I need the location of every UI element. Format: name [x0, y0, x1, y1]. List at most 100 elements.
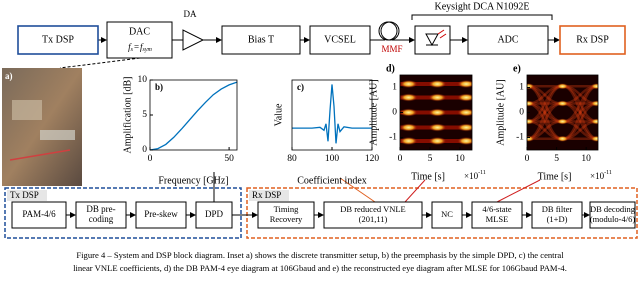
- eye-spot: [457, 80, 472, 88]
- block-label: Recovery: [270, 214, 303, 224]
- eye-spot: [590, 100, 598, 107]
- top-connectors: [59, 14, 560, 69]
- x-tick-label: 0: [525, 154, 530, 164]
- block-label: Bias T: [248, 34, 274, 45]
- fiber-label: MMF: [381, 44, 402, 54]
- eye-spot: [556, 100, 569, 107]
- connector: [496, 179, 541, 203]
- data-line: [149, 81, 238, 151]
- eye-spot: [428, 108, 447, 117]
- block: [467, 25, 549, 55]
- x-tick-label: 5: [428, 154, 433, 164]
- formula-part: f: [140, 42, 144, 52]
- block: [221, 25, 301, 55]
- block: [309, 25, 371, 55]
- block-label: DB pre-: [86, 204, 115, 214]
- block: [431, 201, 463, 229]
- block-label: NC: [441, 209, 453, 219]
- eye-pattern: [527, 75, 598, 150]
- eye-spot: [428, 123, 447, 132]
- block-label: (modulo-4/6): [590, 214, 635, 224]
- block-label: DPD: [205, 209, 224, 219]
- eye-spot: [556, 118, 569, 125]
- x-tick-label: 100: [325, 154, 340, 164]
- y-tick-label: 10: [138, 75, 148, 85]
- x-tick-label: 10: [581, 154, 591, 164]
- block-label: DAC: [129, 26, 150, 37]
- eye-spot: [556, 83, 569, 90]
- block: [106, 21, 173, 59]
- receiver-label: Keysight DCA N1092E: [435, 1, 530, 12]
- block-label: DB filter: [542, 204, 573, 214]
- x-axis-label: Time [s]: [538, 171, 572, 182]
- y-tick-label: 5: [142, 110, 147, 120]
- panel-label: a): [5, 71, 13, 81]
- block: [257, 201, 315, 229]
- y-axis-label: Amplitude [AU]: [495, 79, 506, 145]
- block-label: Timing: [274, 204, 299, 214]
- eye-spot: [400, 108, 418, 117]
- setup-photo: [2, 68, 82, 186]
- block: [135, 201, 187, 229]
- block: [17, 25, 99, 55]
- axis-multiplier: ×10-11: [464, 170, 486, 181]
- y-tick-label: 1: [519, 83, 524, 93]
- group-title: Tx DSP: [10, 190, 39, 200]
- formula-part: f: [128, 42, 132, 52]
- eye-spot: [428, 137, 447, 145]
- connector: [404, 179, 426, 203]
- y-tick-label: -1: [516, 133, 524, 143]
- eye-spot: [400, 137, 418, 145]
- multiplier-exponent: -11: [604, 170, 612, 176]
- caption-line: linear VNLE coefficients, d) the DB PAM-…: [73, 263, 567, 273]
- panel-label: d): [386, 63, 395, 74]
- x-axis-label: Coefficient index: [297, 175, 367, 186]
- block: [11, 201, 67, 229]
- multiplier-base: ×10: [590, 171, 605, 181]
- block-label: Pre-skew: [144, 209, 178, 219]
- x-tick-label: 80: [287, 154, 297, 164]
- formula-part: s: [131, 47, 134, 53]
- formula-part: =: [134, 42, 139, 52]
- block: [559, 25, 626, 55]
- x-tick-label: 50: [224, 154, 234, 164]
- block-label: (201,11): [359, 214, 388, 224]
- connector: [339, 177, 376, 203]
- eye-spot: [556, 135, 569, 142]
- y-tick-label: 0: [392, 108, 397, 118]
- block-label: MLSE: [486, 214, 509, 224]
- panel-label: c): [297, 82, 304, 92]
- block-label: coding: [89, 214, 114, 224]
- eye-spot: [590, 135, 598, 142]
- block-label: ADC: [497, 34, 518, 45]
- tx-group: [4, 187, 242, 239]
- eye-spot: [400, 123, 418, 132]
- y-tick-label: 0: [142, 145, 147, 155]
- data-line: [292, 84, 372, 144]
- x-axis-label: Time [s]: [411, 171, 445, 182]
- y-tick-label: -1: [389, 133, 397, 143]
- eye-spot: [428, 93, 447, 102]
- eye-spot: [457, 137, 472, 145]
- panel-label: e): [513, 63, 521, 74]
- x-tick-label: 10: [455, 154, 465, 164]
- eye-spot: [527, 135, 535, 142]
- y-axis-label: Value: [273, 103, 284, 126]
- block: [589, 201, 636, 229]
- eye-spot: [457, 108, 472, 117]
- block: [75, 201, 127, 229]
- eye-spot: [527, 118, 535, 125]
- dac-formula: fs=fsym: [128, 42, 152, 53]
- eye-pattern: [400, 75, 472, 150]
- block-label: 4/6-state: [482, 204, 511, 214]
- eye-spot: [400, 80, 418, 88]
- eye-spot: [400, 93, 418, 102]
- x-tick-label: 0: [148, 154, 153, 164]
- eye-spot: [457, 93, 472, 102]
- block-label: Tx DSP: [42, 34, 74, 45]
- eye-spot: [590, 118, 598, 125]
- rx-group: [246, 187, 638, 239]
- y-tick-label: 0: [519, 108, 524, 118]
- amplifier-label: DA: [184, 9, 197, 19]
